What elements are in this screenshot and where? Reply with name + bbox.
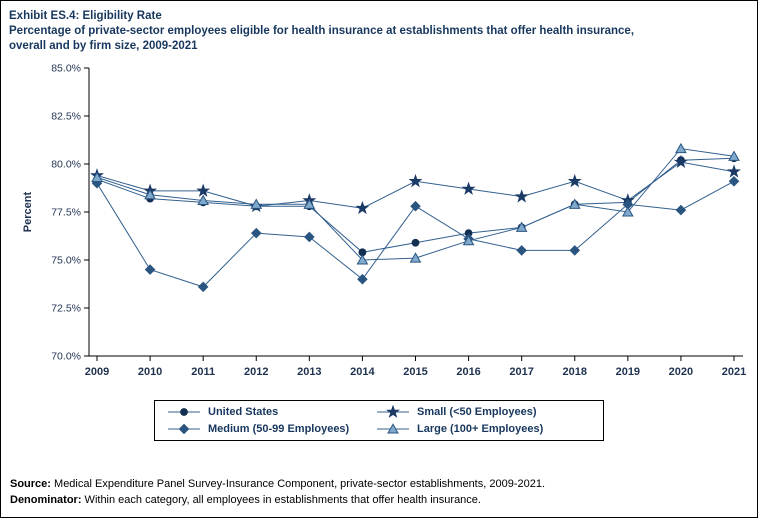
x-tick-label: 2020: [669, 366, 693, 378]
small-firm-marker-icon: [377, 404, 409, 418]
chart-footnotes: Source: Medical Expenditure Panel Survey…: [10, 477, 545, 509]
y-tick-label: 77.5%: [51, 206, 81, 218]
y-tick-label: 72.5%: [51, 302, 81, 314]
x-tick-label: 2012: [244, 366, 268, 378]
source-note: Source: Medical Expenditure Panel Survey…: [10, 477, 545, 493]
series-medium-50-99-employees: [91, 175, 740, 292]
chart-legend: United States Small (<50 Employees) Medi…: [154, 399, 604, 441]
legend-label: United States: [208, 405, 279, 418]
x-tick-label: 2011: [191, 366, 215, 378]
legend-label: Large (100+ Employees): [417, 422, 544, 435]
line-chart: 70.0% 72.5% 75.0% 77.5% 80.0% 82.5% 85.0% Perce…: [22, 62, 746, 378]
legend-label: Medium (50-99 Employees): [208, 422, 350, 435]
y-tick-label: 75.0%: [51, 254, 81, 266]
denominator-text: Within each category, all employees in e…: [81, 494, 481, 507]
y-tick-label: 82.5%: [51, 110, 81, 122]
x-tick-label: 2010: [138, 366, 162, 378]
x-tick-label: 2014: [350, 366, 375, 378]
legend-item-small: Small (<50 Employees): [376, 404, 591, 419]
y-axis-title: Percent: [22, 191, 34, 232]
large-firm-marker-icon: [377, 423, 409, 434]
chart-title-block: Exhibit ES.4: Eligibility Rate Percentag…: [1, 1, 757, 54]
legend-item-large: Large (100+ Employees): [376, 422, 591, 436]
chart-subtitle-line2: overall and by firm size, 2009-2021: [9, 39, 198, 52]
x-tick-label: 2018: [563, 366, 587, 378]
legend-item-medium: Medium (50-99 Employees): [167, 422, 372, 436]
x-tick-label: 2016: [456, 366, 480, 378]
source-text: Medical Expenditure Panel Survey-Insuran…: [50, 478, 546, 491]
legend-item-united-states: United States: [167, 405, 372, 419]
x-tick-label: 2013: [297, 366, 321, 378]
x-tick-label: 2009: [85, 366, 109, 378]
y-tick-label: 70.0%: [51, 350, 81, 362]
source-label: Source:: [10, 478, 51, 491]
chart-subtitle-line1: Percentage of private-sector employees e…: [9, 24, 635, 37]
x-tick-label: 2019: [616, 366, 640, 378]
denominator-note: Denominator: Within each category, all e…: [10, 493, 545, 509]
x-tick-label: 2021: [722, 366, 746, 378]
series-large-100-employees: [91, 142, 740, 265]
medium-firm-marker-icon: [168, 423, 200, 435]
y-tick-label: 85.0%: [51, 62, 81, 74]
legend-label: Small (<50 Employees): [417, 405, 537, 418]
x-tick-label: 2015: [403, 366, 427, 378]
x-tick-label: 2017: [509, 366, 533, 378]
united-states-marker-icon: [168, 407, 200, 416]
exhibit-title: Exhibit ES.4: Eligibility Rate: [9, 10, 162, 22]
y-tick-label: 80.0%: [51, 158, 81, 170]
denominator-label: Denominator:: [10, 494, 82, 507]
